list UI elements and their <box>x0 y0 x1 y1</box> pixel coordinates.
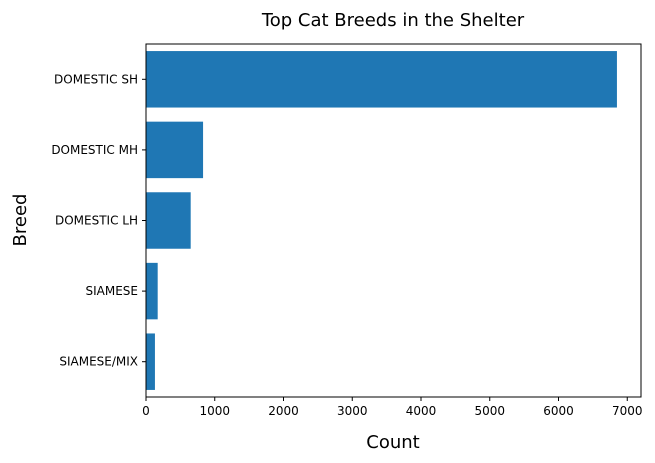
x-tick-label: 4000 <box>406 404 437 418</box>
plot-frame <box>145 43 642 398</box>
x-tick-label: 3000 <box>337 404 368 418</box>
x-ticks-group: 0 1000 2000 3000 4000 5000 6000 7000 <box>142 397 643 418</box>
bar-domestic-sh <box>146 51 617 108</box>
bar-siamese-mix <box>146 333 155 390</box>
y-tick-label: DOMESTIC SH <box>54 72 138 86</box>
x-tick-label: 2000 <box>268 404 299 418</box>
y-tick-label: SIAMESE/MIX <box>59 355 138 369</box>
y-tick-label: SIAMESE <box>86 284 139 298</box>
bars-group <box>146 51 617 390</box>
x-tick-label: 6000 <box>543 404 574 418</box>
y-tick-label: DOMESTIC MH <box>51 143 138 157</box>
y-ticks-group: DOMESTIC SH DOMESTIC MH DOMESTIC LH SIAMESE… <box>51 72 146 369</box>
x-tick-label: 1000 <box>199 404 230 418</box>
x-tick-label: 7000 <box>612 404 643 418</box>
chart-title: Top Cat Breeds in the Shelter <box>261 10 525 31</box>
bar-siamese <box>146 262 158 320</box>
bar-domestic-lh <box>146 192 191 249</box>
x-axis-title: Count <box>366 432 419 453</box>
bar-domestic-mh <box>146 121 204 179</box>
x-tick-label: 0 <box>142 404 150 418</box>
y-axis-title: Breed <box>10 194 31 247</box>
x-tick-label: 5000 <box>474 404 505 418</box>
y-tick-label: DOMESTIC LH <box>55 214 138 228</box>
